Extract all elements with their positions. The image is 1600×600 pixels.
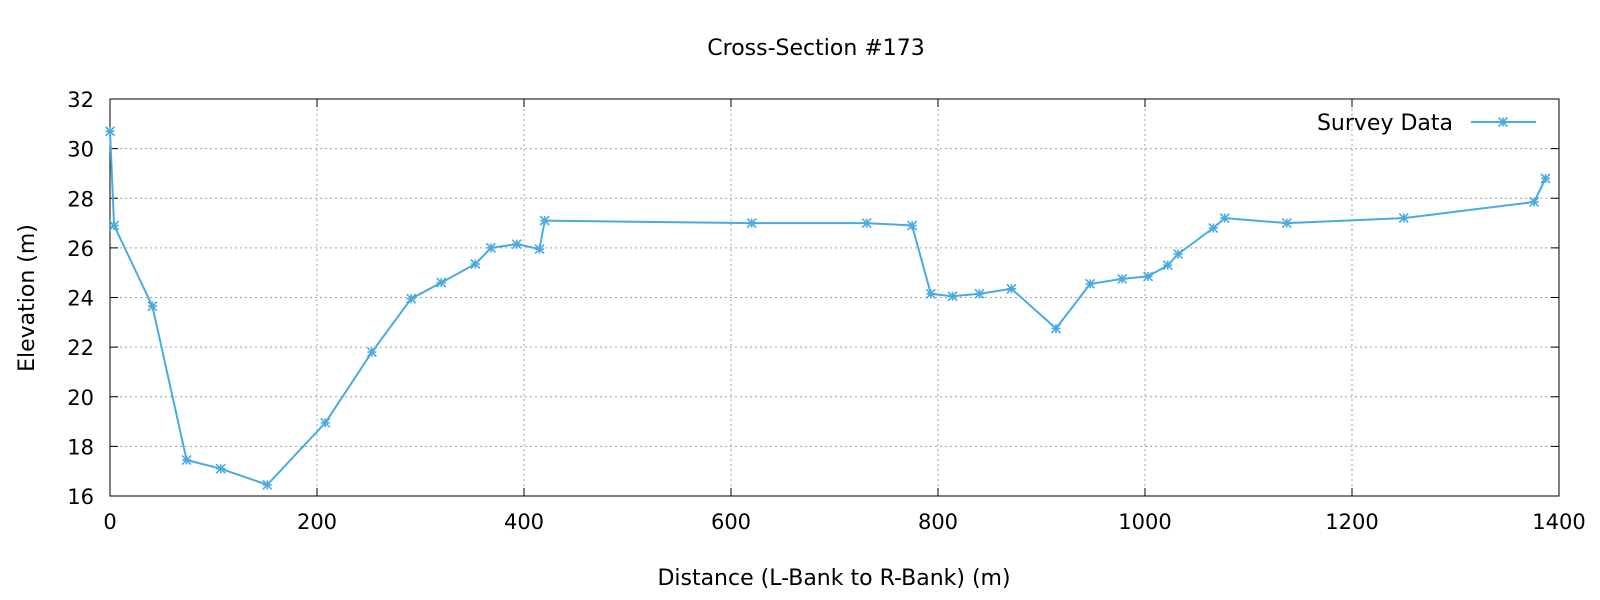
x-tick-label: 1200 (1325, 510, 1378, 534)
data-point (511, 239, 522, 250)
data-point (1085, 278, 1096, 289)
grid-lines (110, 99, 1559, 496)
y-tick-label: 30 (67, 138, 94, 162)
data-point (215, 463, 226, 474)
legend: Survey Data (1317, 111, 1536, 136)
data-point (470, 258, 481, 270)
x-tick-label: 200 (297, 510, 337, 534)
legend-marker (1497, 116, 1509, 128)
data-point (1219, 213, 1230, 224)
data-point (1208, 222, 1219, 234)
data-point (1143, 271, 1154, 282)
data-point (1162, 260, 1173, 271)
y-tick-label: 22 (67, 336, 94, 360)
data-point (262, 479, 273, 490)
y-tick-label: 18 (67, 435, 94, 459)
y-tick-label: 26 (67, 237, 94, 261)
data-point (104, 126, 116, 137)
data-point (1281, 217, 1292, 229)
y-tick-label: 16 (67, 485, 94, 509)
data-point (974, 288, 985, 299)
legend-label: Survey Data (1317, 111, 1453, 136)
data-point (947, 291, 958, 302)
data-point (181, 454, 192, 466)
y-tick-label: 28 (67, 187, 94, 211)
data-point (746, 217, 757, 229)
x-tick-label: 400 (504, 510, 544, 534)
data-point (109, 220, 120, 231)
data-point (534, 244, 545, 255)
data-point (861, 217, 872, 229)
data-point (1398, 213, 1409, 224)
data-point (366, 347, 377, 358)
data-point (1006, 283, 1017, 294)
data-point (925, 288, 936, 299)
series-layer (104, 126, 1551, 490)
x-tick-label: 600 (711, 510, 751, 534)
y-tick-label: 24 (67, 287, 94, 311)
legend-marker-glyph (1497, 116, 1509, 128)
data-point (539, 215, 550, 226)
x-tick-label: 1000 (1118, 510, 1171, 534)
data-point (1173, 249, 1184, 260)
x-axis-title: Distance (L-Bank to R-Bank) (m) (657, 566, 1010, 591)
data-point (436, 277, 447, 288)
data-point (1050, 323, 1062, 334)
data-point (406, 293, 417, 304)
data-point (1529, 196, 1540, 208)
axis-ticks: 0 200 400 600 800 1000 1200 1400 16 18 20 22 24 26 28 3… (67, 88, 1585, 534)
series-line (109, 131, 1547, 486)
chart-title: Cross-Section #173 (707, 36, 924, 61)
y-axis-title: Elevation (m) (15, 224, 40, 372)
data-point (320, 417, 331, 428)
data-point (1117, 273, 1128, 284)
data-point (147, 301, 158, 312)
x-tick-label: 800 (918, 510, 958, 534)
x-tick-label: 0 (103, 510, 116, 534)
x-tick-label: 1400 (1532, 510, 1585, 534)
y-tick-label: 20 (67, 386, 94, 410)
data-point (907, 220, 918, 231)
data-point (485, 242, 496, 253)
data-point (1540, 173, 1551, 184)
y-tick-label: 32 (67, 88, 94, 112)
